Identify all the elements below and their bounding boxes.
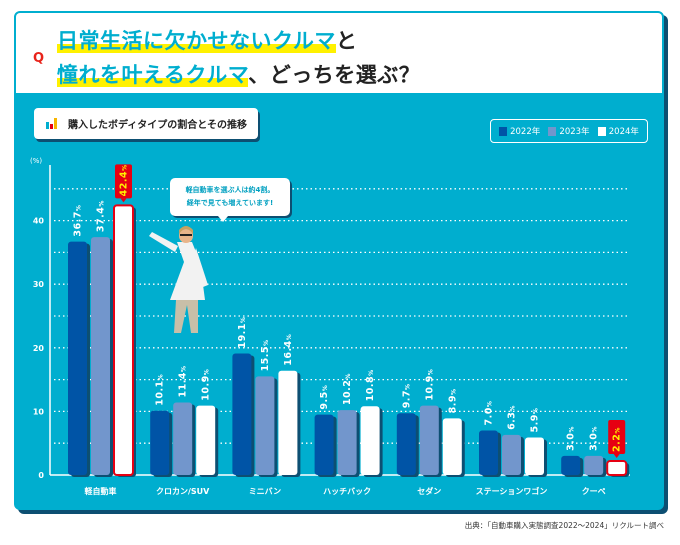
bar (337, 410, 357, 475)
bar (442, 418, 462, 475)
category-label: クロカン/SUV (156, 486, 210, 496)
highlight-tag (115, 164, 132, 199)
bar (525, 437, 544, 475)
bar (502, 434, 521, 475)
legend: 2022年 2023年 2024年 (490, 119, 648, 143)
data-label: 15.5% (260, 339, 271, 371)
legend-label: 2022年 (510, 127, 541, 137)
subtitle-text: 購入したボディタイプの割合とその推移 (68, 120, 247, 131)
category-label: ステーションワゴン (476, 486, 548, 496)
bar (278, 370, 298, 475)
bubble-line-1: 軽自動車を選ぶ人は約4割。 (185, 186, 275, 194)
y-tick-label: 0 (38, 471, 44, 480)
y-tick-label: 10 (33, 407, 45, 416)
data-label: 16.4% (283, 334, 294, 366)
header: Q 日常生活に欠かせないクルマと 憧れを叶えるクルマ、どっちを選ぶ？ (16, 13, 662, 93)
bar (561, 455, 581, 475)
bar (584, 455, 604, 475)
bar (606, 460, 628, 476)
person-illustration (149, 226, 208, 333)
bar (150, 410, 170, 475)
title-line-1: 日常生活に欠かせないクルマと (57, 25, 357, 55)
data-label: 11.4% (178, 366, 189, 398)
data-label: 36.7% (73, 205, 84, 237)
data-label: 10.9% (201, 369, 212, 401)
bar (68, 241, 87, 475)
data-label: 19.1% (237, 317, 248, 349)
data-label: 2.2% (612, 427, 623, 452)
bubble-line-2: 経年で見ても増えています! (186, 199, 274, 207)
chart-subtitle: 購入したボディタイプの割合とその推移 (34, 108, 258, 139)
highlight-tag-pointer (120, 198, 127, 203)
highlight-tag (608, 420, 626, 455)
y-tick-label: 20 (33, 344, 45, 353)
bar (196, 405, 216, 475)
category-label: セダン (417, 486, 441, 496)
category-label: ミニバン (249, 487, 281, 496)
speech-bubble: 軽自動車を選ぶ人は約4割。 経年で見ても増えています! (170, 178, 290, 222)
data-label: 10.9% (424, 369, 435, 401)
data-label: 42.4% (119, 164, 130, 196)
data-label: 9.7% (401, 383, 412, 408)
y-tick-label: 40 (33, 217, 45, 226)
data-label: 8.9% (447, 389, 458, 414)
title-rest-2: 、どっちを選ぶ？ (248, 63, 421, 87)
data-label: 7.0% (484, 401, 495, 426)
bar (360, 406, 380, 475)
legend-item-2023: 2023年 (548, 125, 590, 137)
data-label: 9.5% (319, 385, 330, 410)
data-label: 3.0% (566, 426, 577, 451)
title-highlight-1: 日常生活に欠かせないクルマ (57, 29, 336, 53)
bar (91, 237, 110, 475)
bar (396, 413, 416, 475)
highlight-tag-pointer (613, 454, 620, 459)
data-label: 37.4% (96, 200, 107, 232)
legend-label: 2023年 (559, 127, 590, 137)
legend-label: 2024年 (608, 127, 639, 137)
y-tick-label: 30 (33, 280, 45, 289)
bar (419, 405, 439, 475)
category-label: クーペ (582, 486, 606, 496)
category-label: ハッチバック (323, 486, 371, 496)
bar (479, 430, 498, 475)
bar (314, 414, 334, 475)
title-highlight-2: 憧れを叶えるクルマ (57, 63, 249, 87)
bar (255, 376, 275, 475)
q-mark-icon: Q (33, 51, 45, 66)
title-line-2: 憧れを叶えるクルマ、どっちを選ぶ？ (57, 59, 420, 89)
data-label: 5.9% (530, 408, 541, 433)
bar-chart-icon (46, 118, 57, 129)
source-note: 出典：「自動車購入実態調査2022～2024」リクルート調べ (464, 521, 664, 530)
bar (173, 402, 193, 475)
title-rest-1: と (335, 29, 358, 53)
data-label: 10.8% (365, 369, 376, 401)
category-label: 軽自動車 (85, 486, 117, 496)
data-label: 6.3% (507, 405, 518, 430)
data-label: 10.1% (155, 374, 166, 406)
bar (232, 353, 252, 475)
bar (113, 204, 134, 476)
legend-item-2022: 2022年 (499, 125, 540, 137)
data-label: 3.0% (589, 426, 600, 451)
data-label: 10.2% (342, 373, 353, 405)
legend-item-2024: 2024年 (597, 125, 639, 137)
y-axis-label: (%) (30, 157, 42, 165)
infographic-panel: Q 日常生活に欠かせないクルマと 憧れを叶えるクルマ、どっちを選ぶ？ 購入したボ… (14, 11, 664, 510)
